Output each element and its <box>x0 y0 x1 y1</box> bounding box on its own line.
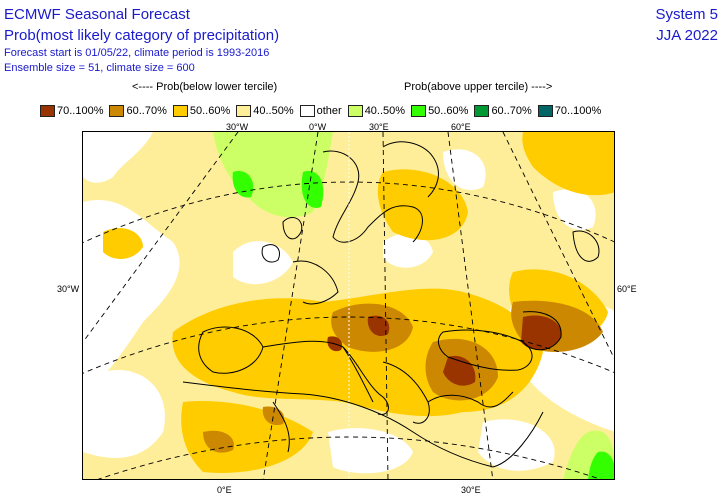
season-label: JJA 2022 <box>656 27 718 44</box>
legend-label: 70..100% <box>554 105 602 117</box>
map-tick-top: 30°E <box>369 122 389 132</box>
legend-item: 40..50% <box>347 105 406 117</box>
below-tercile-label: <---- Prob(below lower tercile) <box>132 81 278 93</box>
graticule <box>83 132 614 479</box>
legend-item: 70..100% <box>40 105 103 117</box>
chart-title: ECMWF Seasonal Forecast <box>4 6 190 23</box>
map-tick-right: 60°E <box>617 284 637 294</box>
legend-label: 60..70% <box>491 105 532 117</box>
ensemble-info: Ensemble size = 51, climate size = 600 <box>4 62 195 74</box>
above-tercile-label: Prob(above upper tercile) ----> <box>404 81 553 93</box>
below-70-100-regions <box>327 315 562 386</box>
map-tick-bottom: 0°E <box>217 485 232 495</box>
legend-swatch <box>347 105 363 117</box>
legend: 70..100% 60..70% 50..60% 40..50% other 4… <box>40 103 607 119</box>
legend-label: 50..60% <box>189 105 231 117</box>
map-tick-top: 60°E <box>451 122 471 132</box>
legend-label: 40..50% <box>364 105 406 117</box>
legend-swatch <box>236 105 252 117</box>
legend-label: 50..60% <box>428 105 469 117</box>
legend-swatch <box>411 105 427 117</box>
legend-label: 70..100% <box>57 105 104 117</box>
map-tick-top: 0°W <box>309 122 327 132</box>
map-tick-left: 30°W <box>57 284 80 294</box>
legend-item: 50..60% <box>411 105 468 117</box>
legend-swatch <box>537 105 553 117</box>
legend-swatch <box>299 105 315 117</box>
above-regions <box>213 132 614 479</box>
legend-item: 70..100% <box>537 105 602 117</box>
legend-item: 40..50% <box>236 105 294 117</box>
legend-item: 50..60% <box>172 105 231 117</box>
legend-label: other <box>316 105 342 117</box>
legend-swatch <box>474 105 490 117</box>
map-svg <box>83 132 614 479</box>
legend-item: 60..70% <box>109 105 167 117</box>
legend-label: 40..50% <box>253 105 294 117</box>
legend-label: 60..70% <box>126 105 167 117</box>
map-tick-bottom: 30°E <box>461 485 481 495</box>
chart-subtitle: Prob(most likely category of precipitati… <box>4 27 280 44</box>
legend-swatch <box>172 105 188 117</box>
system-label: System 5 <box>655 6 718 23</box>
legend-swatch <box>109 105 125 117</box>
coastlines <box>182 141 600 468</box>
legend-item: other <box>299 105 342 117</box>
forecast-map <box>82 131 615 480</box>
legend-swatch <box>40 105 55 117</box>
forecast-info: Forecast start is 01/05/22, climate peri… <box>4 47 270 59</box>
map-tick-top: 30°W <box>226 122 249 132</box>
legend-item: 60..70% <box>474 105 532 117</box>
